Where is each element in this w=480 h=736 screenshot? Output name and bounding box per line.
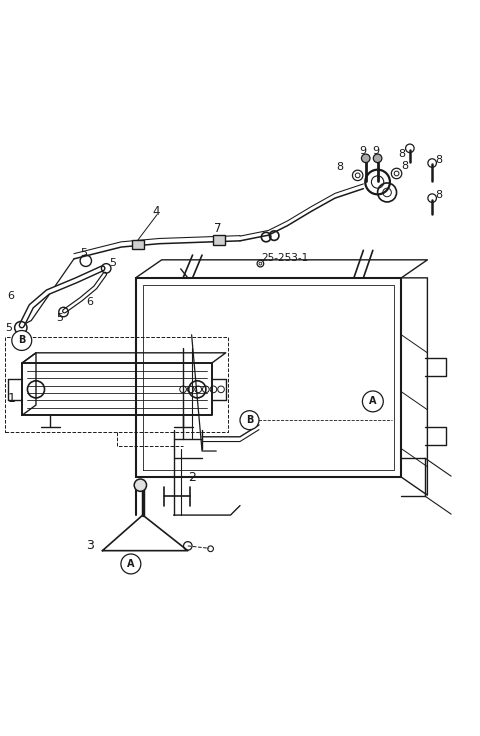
Text: B: B xyxy=(246,415,253,425)
Circle shape xyxy=(373,154,382,163)
Circle shape xyxy=(361,154,370,163)
Text: 5: 5 xyxy=(109,258,116,268)
Text: 6: 6 xyxy=(86,297,93,307)
Text: 25-253-1: 25-253-1 xyxy=(261,253,309,263)
Circle shape xyxy=(134,479,146,492)
Text: 6: 6 xyxy=(8,291,14,301)
Bar xyxy=(213,236,225,244)
Text: 3: 3 xyxy=(86,539,94,553)
Circle shape xyxy=(121,554,141,574)
Circle shape xyxy=(240,411,259,430)
Text: A: A xyxy=(369,397,377,406)
Text: 4: 4 xyxy=(152,205,160,218)
Text: B: B xyxy=(18,336,25,345)
Bar xyxy=(132,240,144,250)
Text: 5: 5 xyxy=(6,322,12,333)
Text: 8: 8 xyxy=(336,163,343,172)
Text: 5: 5 xyxy=(80,248,87,258)
Text: 1: 1 xyxy=(8,392,15,406)
Text: 9: 9 xyxy=(372,146,379,156)
Text: 5: 5 xyxy=(56,313,63,322)
Text: 7: 7 xyxy=(214,222,221,236)
Text: 8: 8 xyxy=(435,155,443,165)
Text: 8: 8 xyxy=(398,149,406,158)
Text: 9: 9 xyxy=(360,146,367,156)
Text: 8: 8 xyxy=(435,190,443,200)
Text: 2: 2 xyxy=(188,470,196,484)
Circle shape xyxy=(12,330,32,350)
Text: A: A xyxy=(127,559,134,569)
Circle shape xyxy=(362,391,384,412)
Text: 8: 8 xyxy=(401,161,408,171)
